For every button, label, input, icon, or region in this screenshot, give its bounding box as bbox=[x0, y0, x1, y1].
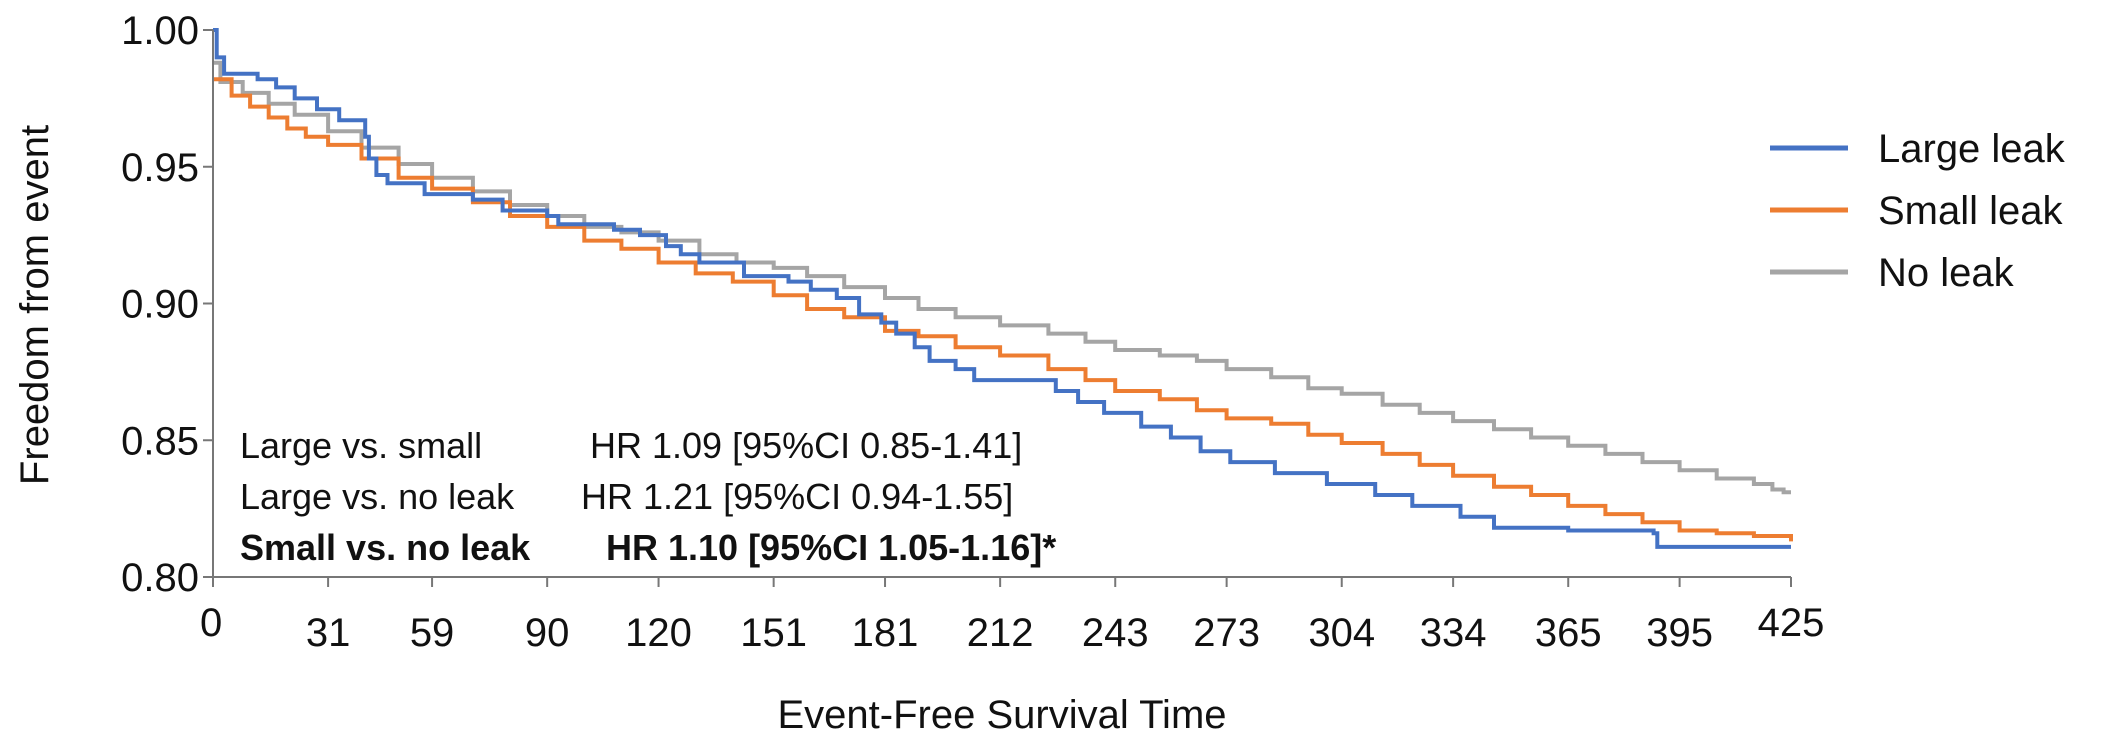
legend-label: Large leak bbox=[1878, 127, 2066, 171]
series-line-no-leak bbox=[213, 60, 1791, 495]
x-tick-label: 59 bbox=[410, 611, 455, 655]
annotation-comparison: Small vs. no leak bbox=[240, 527, 531, 568]
hazard-ratio-annotations: Large vs. small HR 1.09 [95%CI 0.85-1.41]… bbox=[240, 425, 1056, 568]
x-tick-label: 365 bbox=[1535, 611, 1602, 655]
x-tick-label: 304 bbox=[1308, 611, 1375, 655]
annotation-hazard-ratio: HR 1.10 [95%CI 1.05-1.16]* bbox=[606, 527, 1056, 568]
legend-label: No leak bbox=[1878, 251, 2015, 295]
y-tick-label: 0.90 bbox=[121, 283, 199, 327]
x-tick-label: 212 bbox=[967, 611, 1034, 655]
annotation-comparison: Large vs. small bbox=[240, 425, 482, 466]
x-ticks: 0 31 59 90 120 151 181 212 243 273 304 334 365 395 425 bbox=[200, 577, 1824, 655]
x-tick-label: 31 bbox=[306, 611, 351, 655]
y-ticks: 0.80 0.85 0.90 0.95 1.00 bbox=[121, 9, 213, 600]
y-tick-label: 0.80 bbox=[121, 556, 199, 600]
series-layer bbox=[213, 28, 1793, 549]
x-tick-label: 273 bbox=[1193, 611, 1260, 655]
x-tick-label: 151 bbox=[740, 611, 807, 655]
x-tick-label: 181 bbox=[852, 611, 919, 655]
series-line-small-leak bbox=[213, 77, 1793, 542]
annotation-hazard-ratio: HR 1.09 [95%CI 0.85-1.41] bbox=[590, 425, 1022, 466]
x-tick-label: 0 bbox=[200, 601, 222, 645]
annotation-hazard-ratio: HR 1.21 [95%CI 0.94-1.55] bbox=[581, 476, 1013, 517]
x-tick-label: 243 bbox=[1082, 611, 1149, 655]
x-tick-label: 90 bbox=[525, 611, 570, 655]
annotation-comparison: Large vs. no leak bbox=[240, 476, 515, 517]
y-tick-label: 0.95 bbox=[121, 146, 199, 190]
x-tick-label: 425 bbox=[1758, 601, 1825, 645]
legend: Large leak Small leak No leak bbox=[1770, 127, 2066, 295]
y-tick-label: 0.85 bbox=[121, 419, 199, 463]
x-tick-label: 395 bbox=[1646, 611, 1713, 655]
y-tick-label: 1.00 bbox=[121, 9, 199, 53]
y-axis-label: Freedom from event bbox=[13, 125, 57, 485]
axes-layer: 0 31 59 90 120 151 181 212 243 273 304 334 365 395 425… bbox=[13, 9, 1824, 733]
x-tick-label: 120 bbox=[625, 611, 692, 655]
x-tick-label: 334 bbox=[1420, 611, 1487, 655]
series-line-large-leak bbox=[213, 28, 1791, 549]
legend-label: Small leak bbox=[1878, 189, 2064, 233]
x-axis-label: Event-Free Survival Time bbox=[777, 693, 1226, 733]
